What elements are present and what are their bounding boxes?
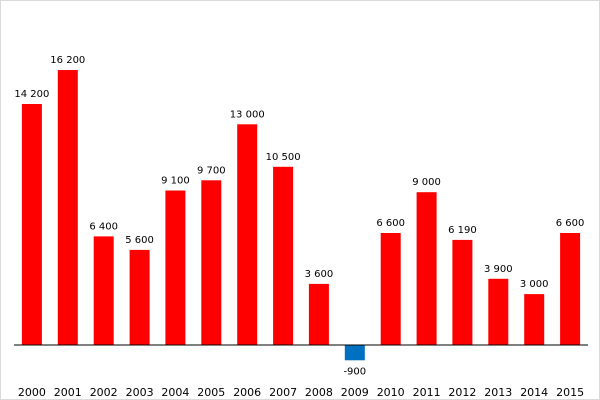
- x-tick-label-2013: 2013: [484, 386, 512, 399]
- data-label-2014: 3 000: [520, 279, 549, 290]
- bar-2012: [452, 239, 473, 345]
- data-label-2008: 3 600: [305, 269, 334, 280]
- data-label-2013: 3 900: [484, 264, 513, 275]
- x-tick-labels-group: 2000 2001 2002 2003 2004 2005 2006 2007 2008 2009…: [18, 386, 584, 399]
- data-label-2009: -900: [343, 366, 366, 377]
- bar-2006: [237, 124, 258, 345]
- x-tick-label-2002: 2002: [90, 386, 118, 399]
- data-label-2011: 9 000: [412, 177, 441, 188]
- x-tick-label-2011: 2011: [413, 386, 441, 399]
- x-tick-label-2015: 2015: [556, 386, 584, 399]
- x-tick-label-2009: 2009: [341, 386, 369, 399]
- bar-2013: [488, 278, 509, 345]
- data-label-2006: 13 000: [230, 109, 265, 120]
- bar-2011: [416, 192, 437, 345]
- data-label-2003: 5 600: [125, 235, 154, 246]
- x-tick-label-2010: 2010: [377, 386, 405, 399]
- bar-2008: [308, 283, 329, 345]
- data-label-2007: 10 500: [266, 152, 301, 163]
- data-label-2012: 6 190: [448, 225, 477, 236]
- bar-2009: [344, 345, 365, 361]
- data-label-2004: 9 100: [161, 176, 190, 187]
- bar-2005: [201, 180, 222, 345]
- bar-2004: [165, 190, 186, 345]
- data-label-2002: 6 400: [89, 221, 118, 232]
- x-tick-label-2001: 2001: [54, 386, 82, 399]
- bar-2002: [93, 236, 114, 345]
- x-tick-label-2007: 2007: [269, 386, 297, 399]
- x-tick-label-2003: 2003: [126, 386, 154, 399]
- bar-2007: [273, 166, 294, 345]
- bars-group: [21, 70, 581, 361]
- x-tick-label-2014: 2014: [520, 386, 548, 399]
- x-tick-label-2006: 2006: [233, 386, 261, 399]
- x-tick-label-2004: 2004: [161, 386, 189, 399]
- data-label-2010: 6 600: [376, 218, 405, 229]
- x-tick-label-2005: 2005: [197, 386, 225, 399]
- bar-2001: [57, 70, 78, 345]
- data-label-2000: 14 200: [14, 89, 49, 100]
- data-label-2015: 6 600: [556, 218, 585, 229]
- bar-2003: [129, 249, 150, 345]
- data-labels-group: 14 200 16 200 6 400 5 600 9 100 9 700 13 000 10…: [14, 55, 584, 377]
- bar-2010: [380, 233, 401, 345]
- bar-2014: [524, 294, 545, 345]
- bar-2000: [21, 104, 42, 345]
- data-label-2005: 9 700: [197, 165, 226, 176]
- data-label-2001: 16 200: [50, 55, 85, 66]
- x-tick-label-2000: 2000: [18, 386, 46, 399]
- bar-2015: [560, 233, 581, 345]
- x-tick-label-2008: 2008: [305, 386, 333, 399]
- x-tick-label-2012: 2012: [448, 386, 476, 399]
